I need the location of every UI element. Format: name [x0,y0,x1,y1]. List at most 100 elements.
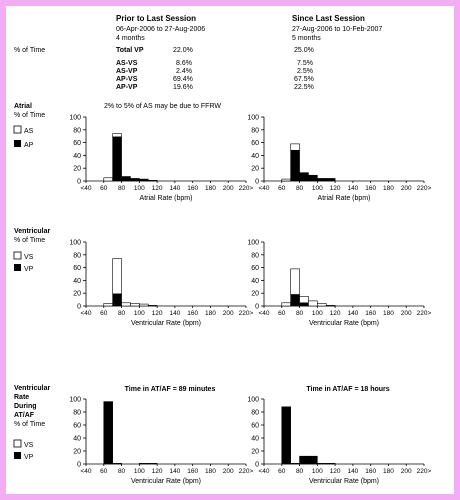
atrial-since-chart: 0 20 40 60 80 100 <40 60 80 100 120 140 160 180 200 220… [247,115,431,203]
y-tick-label: 100 [247,397,259,404]
y-tick-label: 20 [73,291,81,298]
y-tick-label: 0 [77,304,81,311]
y-tick-label: 80 [73,127,81,134]
x-tick-label: 120 [330,468,341,475]
stat-label: AS-VS [116,60,138,67]
stats-table: Total VP 22.0% 25.0% AS-VS 8.6% 7.5% AS-… [116,47,314,91]
bar-as-60-70 [103,177,113,182]
y-tick-label: 100 [247,240,259,247]
atvent-since-chart: 0 20 40 60 80 100 <40 60 80 100 120 140 160 180 200 220… [247,386,431,485]
x-tick-label: 220> [239,310,254,317]
x-tick-label: 200 [401,310,412,317]
y-tick-label: 80 [251,127,259,134]
atrial-legend: AS AP [13,125,34,149]
y-tick-label: 40 [73,278,81,285]
bar-vs-90-100 [308,300,318,307]
bar-vp-110-120 [147,463,158,465]
y-tick-label: 80 [73,252,81,259]
x-tick-label: 160 [187,468,198,475]
y-tick-label: 0 [255,462,259,469]
x-tick-label: 180 [205,310,216,317]
y-tick-label: 20 [251,291,259,298]
bar-vs-60-70 [103,303,113,307]
bar-vs-70-80 [290,268,300,295]
atrial-section-title: Atrial [14,103,32,110]
y-tick-label: 40 [73,436,81,443]
stat-since-value: 25.0% [294,47,314,54]
y-tick-label: 80 [251,410,259,417]
x-axis-label: Ventricular Rate (bpm) [131,478,201,485]
x-tick-label: 220> [417,468,432,475]
bar-ap-70-80 [112,136,122,182]
stat-since-value: 22.5% [294,84,314,91]
y-tick-label: 60 [251,265,259,272]
legend-vp-label: VP [24,266,34,273]
legend-ap-swatch [14,140,21,147]
stat-label: AP-VS [116,76,138,83]
x-tick-label: <40 [80,310,91,317]
y-tick-label: 0 [77,179,81,186]
legend-vs-label: VS [24,254,34,261]
bar-as-60-70 [281,178,291,182]
bar-ap-100-110 [139,178,149,182]
x-axis-label: Ventricular Rate (bpm) [131,320,201,327]
y-tick-label: 60 [73,140,81,147]
bar-ap-90-100 [130,178,140,182]
stat-prior-value: 8.6% [176,60,192,67]
x-tick-label: 140 [347,468,358,475]
x-tick-label: 160 [187,185,198,192]
y-tick-label: 40 [251,278,259,285]
chart-title: Time in AT/AF = 18 hours [306,386,389,393]
ventricular-section-title: Ventricular [14,228,50,235]
x-tick-label: 200 [223,185,234,192]
atvent-axis-title: % of Time [14,421,45,428]
atvent-legend: VS VP [13,439,34,461]
stat-since-value: 7.5% [297,60,313,67]
x-tick-label: <40 [80,468,91,475]
x-tick-label: 120 [152,468,163,475]
legend-vs-swatch [13,251,22,260]
x-axis-label: Ventricular Rate (bpm) [309,320,379,327]
atvent-title-line: During [14,403,37,410]
bar-ap-110-120 [147,180,158,182]
bar-vp-60-70 [103,401,113,465]
x-tick-label: <40 [258,185,269,192]
x-tick-label: 100 [134,185,145,192]
stat-label: AP-VP [116,84,138,91]
x-tick-label: 60 [100,310,108,317]
atrial-axis-title: % of Time [14,112,45,119]
rate-histogram-report: Prior to Last Session 06-Apr-2006 to 27-… [13,14,432,485]
stat-prior-value: 22.0% [173,47,193,54]
x-tick-label: 80 [296,310,304,317]
legend-vp-label: VP [24,454,34,461]
x-tick-label: 120 [330,310,341,317]
x-tick-label: 120 [330,185,341,192]
x-tick-label: 180 [205,185,216,192]
legend-vp-swatch [14,452,21,459]
x-tick-label: 80 [296,185,304,192]
y-tick-label: 100 [69,115,81,122]
bar-as-70-80 [112,133,122,138]
stat-prior-value: 19.6% [173,84,193,91]
bar-vs-100-110 [139,303,149,307]
stat-since-value: 2.5% [297,68,313,75]
x-tick-label: 160 [365,310,376,317]
x-axis-label: Atrial Rate (bpm) [318,195,371,202]
bar-vs-100-110 [317,303,327,307]
bar-vp-80-90 [299,455,309,465]
bar-vs-60-70 [281,302,291,307]
bar-vs-90-100 [130,303,140,307]
x-tick-label: 220> [239,185,254,192]
atvent-title-line: Ventricular [14,385,50,392]
bar-ap-110-120 [325,178,336,182]
y-tick-label: 80 [73,410,81,417]
x-tick-label: 200 [223,468,234,475]
bar-vp-90-100 [308,455,318,465]
vent-prior-chart: 0 20 40 60 80 100 <40 60 80 100 120 140 160 180 200 220… [69,240,253,328]
x-tick-label: 100 [312,468,323,475]
stat-label: Total VP [116,47,144,54]
stat-prior-value: 69.4% [173,76,193,83]
prior-title: Prior to Last Session [116,14,196,23]
bar-ap-70-80 [290,149,300,182]
atvent-title-line: AT/AF [14,412,35,419]
